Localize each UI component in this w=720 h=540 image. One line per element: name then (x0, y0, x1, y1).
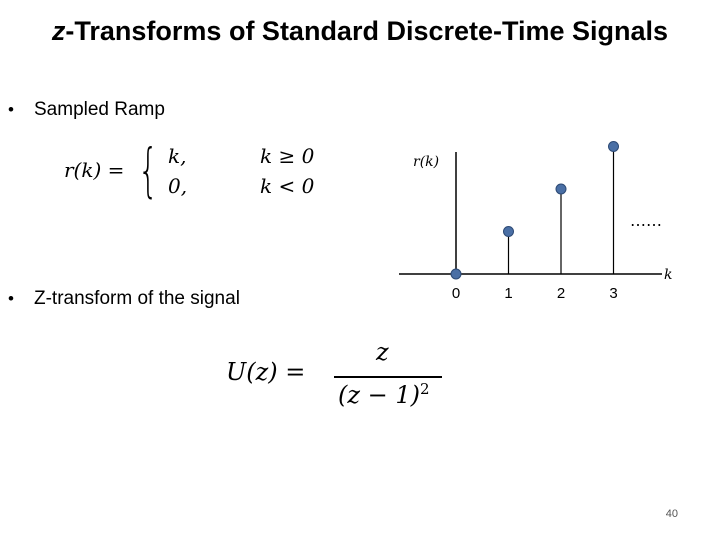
title-text: -Transforms of Standard Discrete-Time Si… (65, 16, 669, 46)
y-axis-label: r(k) (413, 154, 439, 170)
case2-condition: k < 0 (260, 174, 315, 198)
stem-point (450, 268, 462, 280)
bullet-dot-icon: • (8, 289, 14, 308)
case2-value: 0, (168, 174, 188, 198)
x-axis-label: k (664, 267, 672, 283)
fraction-denominator: (z − 1)2 (338, 380, 430, 409)
left-brace-icon: { (138, 136, 159, 204)
denominator-exponent: 2 (420, 380, 430, 398)
title-italic-z: z (51, 16, 66, 46)
bullet-label: Sampled Ramp (34, 99, 165, 120)
slide-title: z-Transforms of Standard Discrete-Time S… (40, 12, 680, 50)
equation-lhs: U(z) = (226, 358, 306, 386)
x-tick-label: 0 (452, 285, 460, 302)
stem-point (503, 226, 514, 237)
case1-condition: k ≥ 0 (260, 144, 315, 168)
piecewise-definition: r(k) = { k, k ≥ 0 0, k < 0 (64, 136, 334, 204)
bullet-label: Z-transform of the signal (34, 288, 240, 309)
stem-point (608, 141, 619, 152)
case1-value: k, (168, 144, 187, 168)
piecewise-lhs: r(k) = (64, 158, 125, 182)
denominator-base: (z − 1) (338, 381, 421, 409)
fraction-bar (334, 376, 442, 378)
z-transform-equation: U(z) = z (z − 1)2 (226, 338, 456, 416)
bullet-sampled-ramp: • Sampled Ramp (8, 98, 165, 122)
x-tick-label: 2 (557, 285, 565, 302)
bullet-z-transform: • Z-transform of the signal (8, 287, 240, 311)
fraction-numerator: z (376, 338, 389, 366)
x-tick-label: 1 (504, 285, 512, 302)
x-tick-label: 3 (609, 285, 617, 302)
stem-point (555, 183, 567, 195)
page-number: 40 (665, 508, 678, 520)
bullet-dot-icon: • (8, 100, 14, 119)
continuation-label: …… (630, 211, 662, 230)
